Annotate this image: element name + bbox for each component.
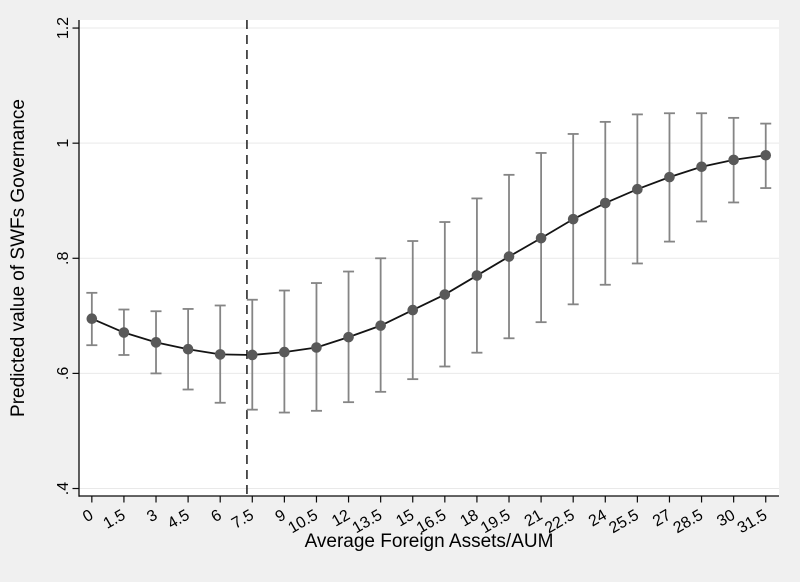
data-point-marker [471, 270, 483, 281]
x-tick-label: 18 [458, 507, 482, 531]
data-point-marker [760, 149, 772, 161]
data-point-marker [246, 349, 258, 361]
data-point-marker [343, 331, 354, 343]
x-tick-label: 7.5 [229, 507, 257, 533]
data-point-marker [279, 346, 290, 358]
x-tick-label: 6 [208, 507, 224, 526]
y-tick-label: 1 [55, 139, 72, 148]
data-point-marker [728, 154, 739, 166]
series-line [91, 154, 766, 356]
data-point-marker [407, 304, 419, 316]
y-tick-label: .4 [55, 482, 72, 495]
y-tick-labels: .4 .6 .8 1 1.2 [55, 17, 72, 495]
data-point-marker [214, 349, 226, 360]
data-point-marker [86, 313, 98, 325]
y-gridlines [79, 27, 779, 490]
x-tick-label: 3 [144, 507, 160, 526]
data-point-marker [439, 289, 451, 300]
data-point-marker [664, 171, 675, 183]
x-tick-label: 15 [393, 507, 417, 531]
series-markers [86, 149, 772, 361]
x-tick-label: 1.5 [101, 507, 129, 533]
x-tick-label: 30 [714, 507, 738, 531]
data-point-marker [696, 161, 707, 173]
x-tick-label: 0 [80, 507, 96, 526]
data-point-marker [311, 342, 322, 353]
data-point-marker [375, 320, 386, 331]
x-tick-label: 27 [650, 507, 674, 531]
data-point-marker [535, 232, 547, 244]
y-axis-title: Predicted value of SWFs Governance [8, 99, 29, 417]
y-ticks [72, 27, 79, 490]
data-point-marker [118, 327, 130, 338]
x-axis-title: Average Foreign Assets/AUM [304, 531, 554, 552]
x-tick-label: 24 [586, 507, 610, 531]
x-tick-label: 4.5 [165, 507, 193, 533]
x-tick-label: 21 [522, 507, 546, 531]
data-point-marker [150, 337, 162, 348]
y-tick-label: .6 [55, 367, 72, 380]
data-point-marker [182, 343, 194, 355]
data-point-marker [567, 213, 579, 225]
y-tick-label: .8 [55, 252, 72, 265]
data-point-marker [503, 251, 515, 262]
x-ticks [91, 496, 767, 503]
data-point-marker [632, 183, 643, 195]
x-tick-label: 12 [329, 507, 353, 531]
y-tick-label: 1.2 [55, 17, 72, 39]
data-point-marker [599, 197, 611, 209]
